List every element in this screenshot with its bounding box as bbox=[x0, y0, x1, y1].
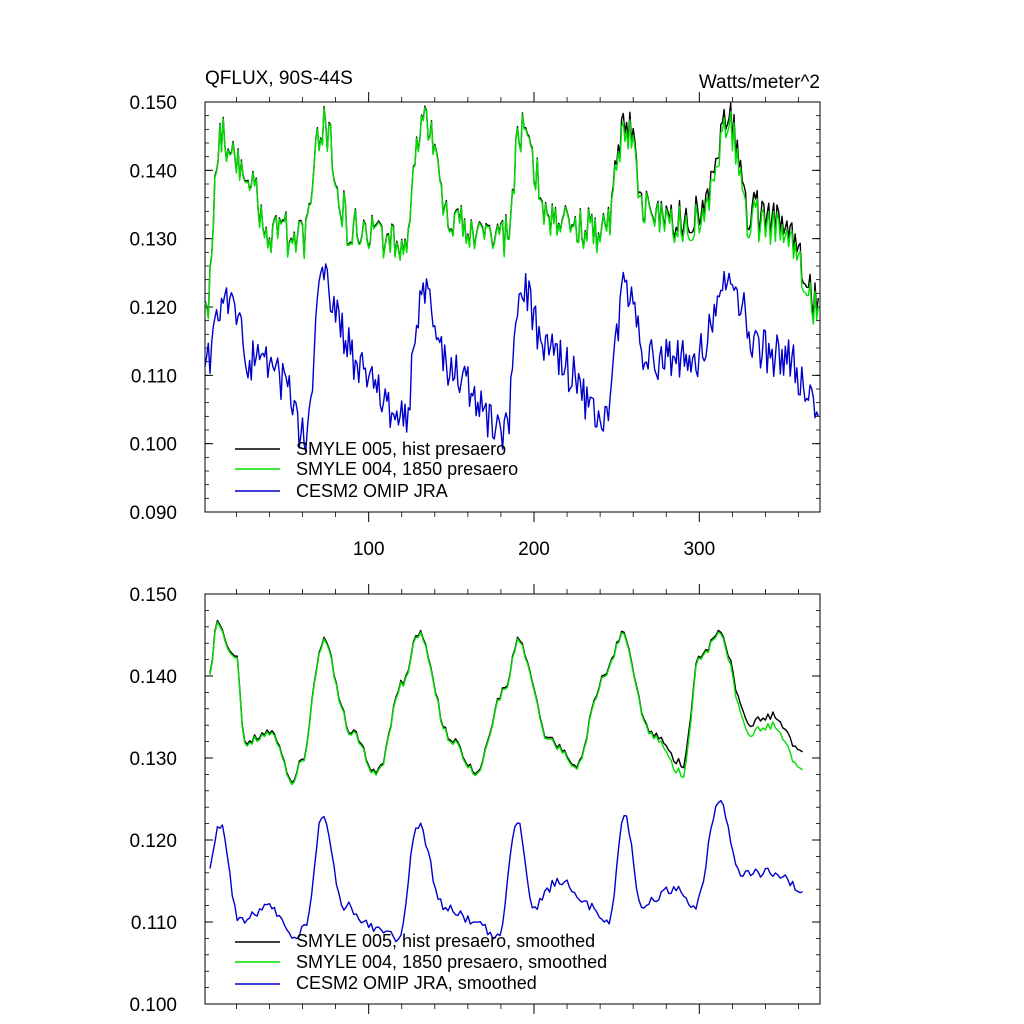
bottom-y-tick-label: 0.100 bbox=[129, 995, 177, 1016]
top-y-tick-label: 0.120 bbox=[129, 298, 177, 319]
top-series-line-cesm2 bbox=[204, 263, 819, 452]
bottom-y-tick-label: 0.110 bbox=[131, 913, 177, 934]
top-legend-label-smyle004: SMYLE 004, 1850 presaero bbox=[296, 459, 518, 479]
top-chart-title-left: QFLUX, 90S-44S bbox=[205, 68, 353, 89]
bottom-y-tick-label: 0.140 bbox=[129, 667, 177, 688]
top-y-tick-label: 0.100 bbox=[129, 435, 177, 456]
bottom-y-tick-label: 0.120 bbox=[129, 831, 177, 852]
top-y-tick-label: 0.110 bbox=[131, 366, 177, 387]
top-x-tick-label: 200 bbox=[518, 539, 550, 560]
top-panel: QFLUX, 90S-44S Watts/meter^2 0.0900.1000… bbox=[129, 68, 821, 560]
top-series-line-smyle004 bbox=[204, 106, 819, 325]
top-axis-ticks: 0.090 0.100 0.110 0.120 0.130 0.140 0.150 100 20… bbox=[129, 92, 820, 560]
bottom-series-group bbox=[209, 619, 804, 943]
top-series-group bbox=[204, 102, 819, 452]
bottom-series-line-smyle004 bbox=[209, 621, 804, 786]
bottom-legend-label-smyle005: SMYLE 005, hist presaero, smoothed bbox=[296, 931, 595, 951]
bottom-y-tick-label: 0.130 bbox=[129, 749, 177, 770]
top-x-tick-label: 300 bbox=[683, 539, 715, 560]
bottom-y-tick-label: 0.150 bbox=[129, 585, 177, 606]
top-chart-units-label: Watts/meter^2 bbox=[699, 72, 820, 93]
top-y-tick-label: 0.150 bbox=[129, 93, 177, 114]
top-legend: SMYLE 005, hist presaero SMYLE 004, 1850… bbox=[235, 439, 518, 501]
bottom-legend: SMYLE 005, hist presaero, smoothed SMYLE… bbox=[235, 931, 607, 993]
bottom-axis-ticks: 0.100 0.110 0.120 0.130 0.140 0.150 bbox=[129, 584, 820, 1016]
bottom-series-line-smyle005 bbox=[209, 619, 803, 784]
bottom-legend-label-cesm2: CESM2 OMIP JRA, smoothed bbox=[296, 973, 537, 993]
top-legend-label-cesm2: CESM2 OMIP JRA bbox=[296, 481, 448, 501]
bottom-panel: 0.100 0.110 0.120 0.130 0.140 0.150 SMYLE 005… bbox=[129, 584, 821, 1016]
top-x-tick-label: 100 bbox=[353, 539, 385, 560]
bottom-legend-label-smyle004: SMYLE 004, 1850 presaero, smoothed bbox=[296, 952, 607, 972]
bottom-plot-frame bbox=[204, 593, 821, 1005]
top-y-tick-label: 0.090 bbox=[129, 503, 177, 524]
bottom-series-line-cesm2 bbox=[209, 800, 803, 943]
top-y-tick-label: 0.130 bbox=[129, 230, 177, 251]
top-legend-label-smyle005: SMYLE 005, hist presaero bbox=[296, 439, 506, 459]
top-y-tick-label: 0.140 bbox=[129, 161, 177, 182]
